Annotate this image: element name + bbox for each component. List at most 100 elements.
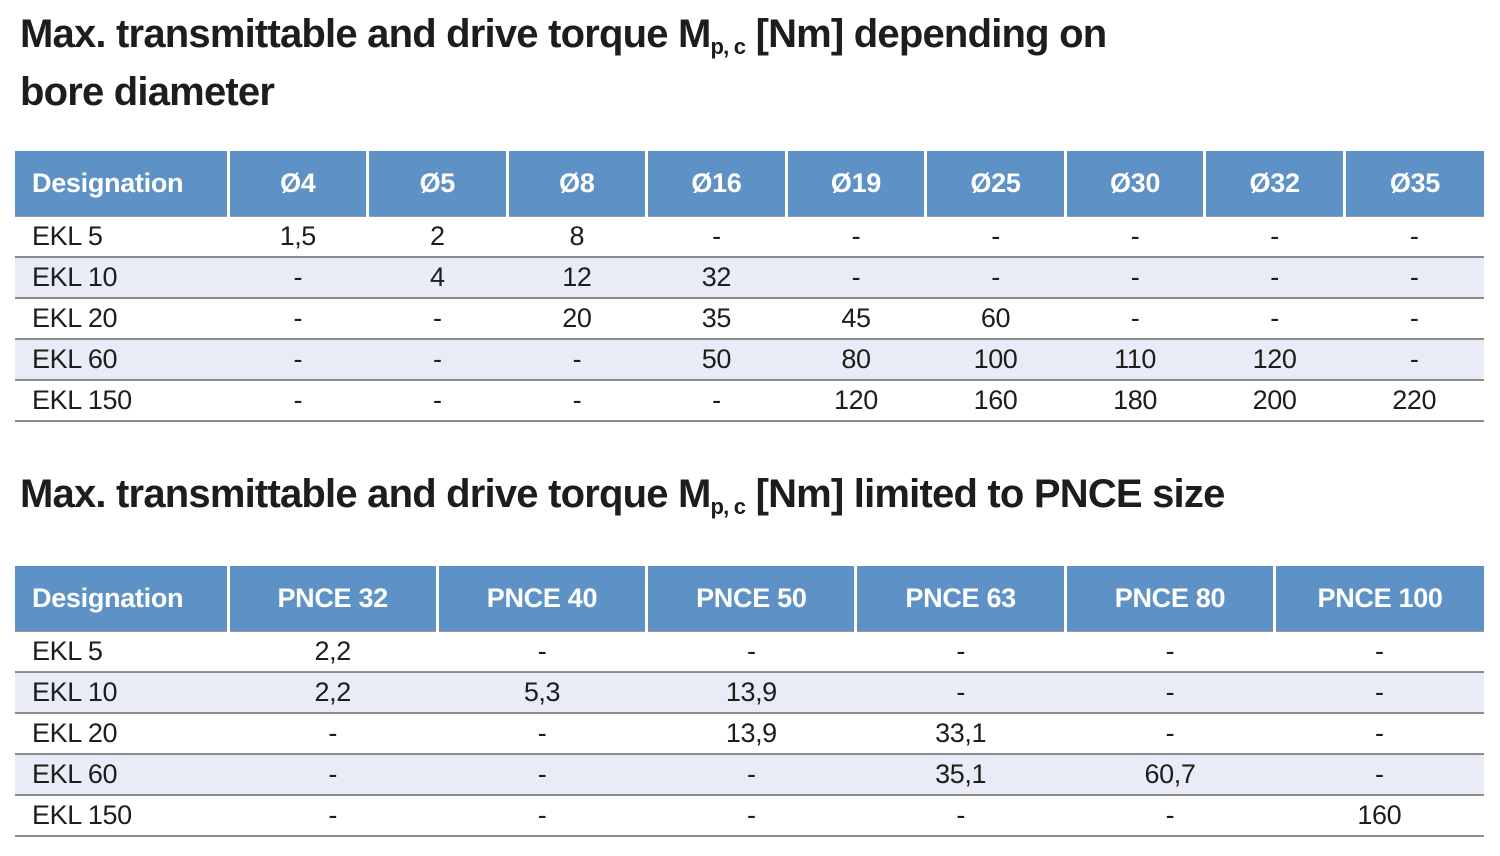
pnce-size-table: Designation PNCE 32 PNCE 40 PNCE 50 PNCE 63 P… [15,566,1484,837]
value-cell: 80 [841,344,871,374]
table-body: EKL 5 2,2 - - - - - EKL 10 2,2 5,3 13,9 - - - EKL 20 - -… [15,631,1484,836]
table-row: EKL 60 - - - 35,1 60,7 - [15,754,1484,795]
row-designation: EKL 10 [32,262,118,292]
value-cell: - [1270,262,1279,292]
row-designation: EKL 5 [32,220,103,251]
column-header: Ø30 [1063,151,1205,217]
value-cell: 50 [701,344,732,374]
table-header: Designation PNCE 32 PNCE 40 PNCE 50 PNCE 63 P… [15,566,1484,632]
table-row: EKL 150 - - - - - 160 [15,795,1484,836]
value-cell: 60,7 [1144,759,1196,789]
value-cell: - [747,800,756,830]
value-cell: 35,1 [935,759,987,789]
value-cell: - [991,262,1000,292]
column-header: PNCE 32 [226,566,438,632]
table-row: EKL 5 2,2 - - - - - [15,631,1484,672]
value-cell: 33,1 [935,718,987,748]
value-cell: 120 [1252,344,1297,374]
column-header: Ø19 [784,151,926,217]
column-header: Ø8 [505,151,647,217]
value-cell: - [1375,718,1384,748]
column-header: PNCE 80 [1063,566,1275,632]
column-header: Ø5 [366,151,508,217]
row-designation: EKL 20 [32,718,118,748]
header-row: Designation PNCE 32 PNCE 40 PNCE 50 PNCE 63 P… [15,566,1484,632]
value-cell: 35 [701,303,732,333]
value-cell: - [956,635,965,666]
column-header-designation: Designation [15,566,228,632]
value-cell: - [1409,262,1419,292]
value-cell: 2,2 [314,677,351,707]
value-cell: - [1165,800,1175,830]
value-cell: - [1165,718,1175,748]
table-row: EKL 20 - - 13,9 33,1 - - [15,713,1484,754]
row-designation: EKL 5 [32,635,103,666]
value-cell: 45 [841,303,871,333]
section2-title: Max. transmittable and drive torque Mp, … [20,468,1484,526]
value-cell: - [433,344,442,374]
column-header: PNCE 100 [1273,566,1484,632]
section1-title-line2: bore diameter [20,70,275,114]
header-row: Designation Ø4 Ø5 Ø8 Ø16 Ø19 Ø25 Ø30 Ø32 Ø35 [15,151,1484,217]
value-cell: - [1409,303,1419,333]
table-row: EKL 10 - 4 12 32 - - - - - [15,257,1484,298]
value-cell: - [328,718,337,748]
value-cell: - [1270,303,1279,333]
table-row: EKL 150 - - - - 120 160 180 200 220 [15,380,1484,421]
value-cell: - [851,220,861,251]
bore-diameter-table: Designation Ø4 Ø5 Ø8 Ø16 Ø19 Ø25 Ø30 Ø32 Ø35 EKL … [15,151,1484,422]
section2-title-line1: Max. transmittable and drive torque Mp, … [20,468,1484,526]
value-cell: - [1130,262,1140,292]
value-cell: - [851,262,861,292]
value-cell: - [293,385,303,415]
value-cell: - [747,635,756,666]
column-header: Ø4 [226,151,368,217]
value-cell: - [1375,759,1384,789]
table-row: EKL 60 - - - 50 80 100 110 120 - [15,339,1484,380]
value-cell: 160 [1357,800,1402,830]
value-cell: - [1165,635,1175,666]
value-cell: - [1375,677,1384,707]
value-cell: 13,9 [725,677,777,707]
value-cell: - [956,677,965,707]
title-text: Max. transmittable and drive torque M [20,12,711,56]
title-subscript: p, c [710,494,746,520]
column-header: PNCE 50 [645,566,856,632]
value-cell: 120 [834,385,878,415]
value-cell: 160 [973,385,1018,415]
value-cell: - [572,344,582,374]
value-cell: - [1270,220,1279,251]
value-cell: 8 [569,220,585,251]
table-row: EKL 20 - - 20 35 45 60 - - - [15,298,1484,339]
table-header: Designation Ø4 Ø5 Ø8 Ø16 Ø19 Ø25 Ø30 Ø32 Ø35 [15,151,1484,217]
row-designation: EKL 150 [32,800,132,830]
value-cell: - [293,262,303,292]
value-cell: - [328,759,337,789]
row-designation: EKL 60 [32,344,118,374]
value-cell: 2,2 [314,635,351,666]
value-cell: - [293,303,303,333]
value-cell: - [572,385,582,415]
value-cell: 2 [430,220,445,251]
value-cell: 20 [562,303,592,333]
value-cell: - [1409,344,1419,374]
value-cell: - [328,800,337,830]
row-designation: EKL 150 [32,385,132,415]
value-cell: - [712,220,721,251]
value-cell: 5,3 [523,677,561,707]
column-header: Ø25 [924,151,1066,217]
value-cell: - [1409,220,1419,251]
value-cell: - [1130,220,1140,251]
value-cell: - [991,220,1000,251]
table-row: EKL 10 2,2 5,3 13,9 - - - [15,672,1484,713]
column-header-designation: Designation [15,151,228,217]
value-cell: 110 [1114,344,1156,374]
value-cell: - [956,800,965,830]
row-designation: EKL 60 [32,759,118,789]
value-cell: - [537,800,547,830]
table-body: EKL 5 1,5 2 8 - - - - - - EKL 10 - 4 12 32 - - - - - EKL 20 -… [15,216,1484,421]
value-cell: - [712,385,721,415]
value-cell: 180 [1113,385,1157,415]
value-cell: - [537,718,547,748]
